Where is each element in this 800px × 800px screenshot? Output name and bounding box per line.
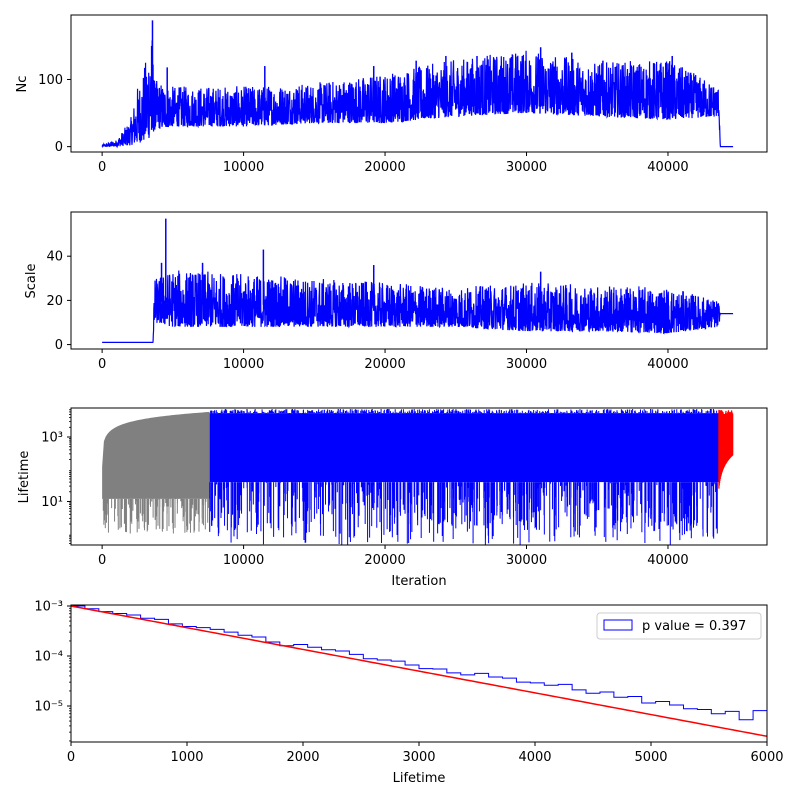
lifetime-band-tail bbox=[718, 409, 734, 489]
x-tick-label: 40000 bbox=[647, 553, 688, 568]
x-tick-label: 0 bbox=[98, 160, 106, 175]
lifetime-spikes-main bbox=[209, 408, 718, 545]
ylabel-lifetime: Lifetime bbox=[17, 451, 32, 504]
lifetime-series bbox=[209, 408, 719, 545]
x-tick-label: 10000 bbox=[223, 553, 264, 568]
y-tick-label: 10⁻³ bbox=[34, 600, 63, 615]
lifetime-series bbox=[102, 411, 210, 534]
y-tick-label: 10³ bbox=[41, 431, 63, 446]
y-tick-label: 100 bbox=[38, 73, 63, 88]
y-tick-label: 10¹ bbox=[41, 495, 63, 510]
xlabel-iteration: Iteration bbox=[391, 574, 446, 589]
x-tick-label: 10000 bbox=[223, 160, 264, 175]
x-tick-label: 30000 bbox=[506, 357, 547, 372]
x-tick-label: 3000 bbox=[402, 750, 435, 765]
x-tick-label: 20000 bbox=[364, 357, 405, 372]
legend-swatch-histogram bbox=[603, 619, 633, 631]
panel-scale: 0 10000 20000 30000 40000 0 20 40 Scale bbox=[24, 211, 768, 372]
x-tick-label: 30000 bbox=[506, 553, 547, 568]
x-tick-label: 20000 bbox=[364, 160, 405, 175]
ylabel-scale: Scale bbox=[24, 264, 39, 299]
legend-label-histogram: p value = 0.397 bbox=[642, 619, 746, 634]
legend-frame bbox=[596, 612, 762, 640]
x-tick-label: 0 bbox=[98, 553, 106, 568]
axes-frame-nc bbox=[70, 14, 768, 153]
x-tick-label: 6000 bbox=[750, 750, 783, 765]
series-line bbox=[102, 270, 734, 343]
ylabel-nc: Nc bbox=[15, 76, 30, 93]
y-tick-label: 0 bbox=[55, 140, 63, 155]
exponential-fit-line bbox=[71, 605, 767, 738]
x-tick-label: 20000 bbox=[364, 553, 405, 568]
y-tick-label: 40 bbox=[46, 250, 63, 265]
y-tick-label: 20 bbox=[46, 294, 63, 309]
x-tick-label: 30000 bbox=[506, 160, 547, 175]
x-tick-label: 4000 bbox=[518, 750, 551, 765]
series-line bbox=[101, 40, 734, 149]
legend: p value = 0.397 bbox=[596, 612, 762, 640]
y-tick-label: 10⁻⁵ bbox=[34, 700, 63, 715]
lifetime-dips-burnin bbox=[102, 495, 209, 534]
lifetime-series bbox=[718, 409, 734, 489]
panel-histogram: 0 1000 2000 3000 4000 5000 6000 10⁻⁵ 10⁻⁴ 10⁻³ L… bbox=[34, 600, 783, 787]
panel-lifetime: 0 10000 20000 30000 40000 10¹ 10³ Lifetime It… bbox=[17, 407, 768, 589]
y-tick-label: 10⁻⁴ bbox=[34, 650, 63, 665]
histogram-step bbox=[71, 605, 767, 742]
x-tick-label: 0 bbox=[67, 750, 75, 765]
x-tick-label: 10000 bbox=[223, 357, 264, 372]
lifetime-band-burnin bbox=[102, 411, 210, 499]
x-tick-label: 40000 bbox=[647, 357, 688, 372]
x-tick-label: 0 bbox=[98, 357, 106, 372]
y-tick-label: 0 bbox=[55, 338, 63, 353]
panel-nc: 0 10000 20000 30000 40000 0 100 Nc bbox=[15, 14, 768, 175]
x-tick-label: 5000 bbox=[634, 750, 667, 765]
x-tick-label: 40000 bbox=[647, 160, 688, 175]
xlabel-lifetime: Lifetime bbox=[393, 771, 446, 786]
lifetime-band-main bbox=[209, 413, 719, 483]
x-tick-label: 1000 bbox=[170, 750, 203, 765]
axes-frame-scale bbox=[70, 211, 768, 350]
x-tick-label: 2000 bbox=[286, 750, 319, 765]
